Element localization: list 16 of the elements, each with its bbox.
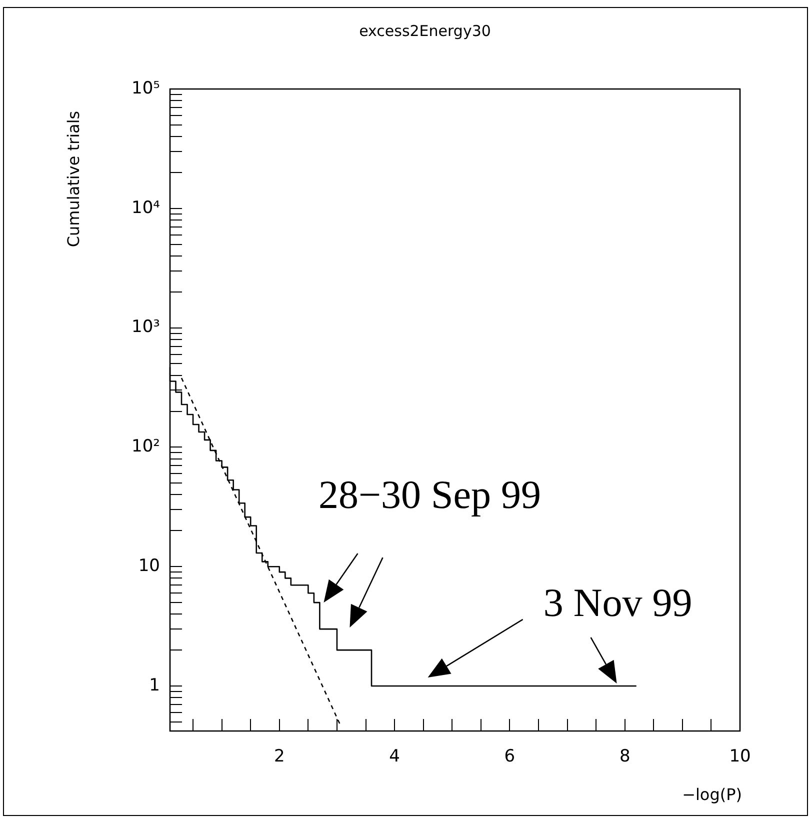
y-tick-label: 10 [138, 556, 160, 576]
y-tick-label: 10³ [132, 317, 160, 338]
annotation: 3 Nov 99 [543, 580, 692, 625]
y-tick-label: 10⁵ [132, 78, 160, 98]
y-axis-title: Cumulative trials [64, 110, 84, 248]
x-tick-label: 6 [504, 746, 516, 767]
y-tick-label: 10⁴ [132, 198, 160, 218]
x-tick-label: 4 [389, 746, 400, 767]
y-tick-label: 1 [149, 675, 160, 696]
x-tick-label: 10 [729, 746, 751, 767]
chart-title: excess2Energy30 [359, 22, 491, 40]
annotation: 28−30 Sep 99 [318, 472, 542, 518]
y-tick-label: 10² [132, 436, 160, 457]
x-axis-title: −log(P) [682, 785, 742, 804]
x-tick-label: 8 [619, 746, 630, 767]
x-tick-label: 2 [274, 746, 285, 767]
